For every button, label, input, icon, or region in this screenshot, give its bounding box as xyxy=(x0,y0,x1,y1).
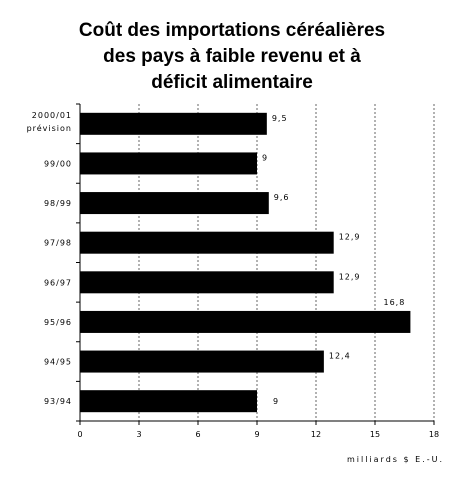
category-label-1: 99/00 xyxy=(44,159,72,168)
x-tick-label-18: 18 xyxy=(429,430,439,439)
category-label-0-line-0: 2000/01 xyxy=(32,111,72,120)
value-label-3: 12,9 xyxy=(339,233,361,242)
x-tick-label-9: 9 xyxy=(254,430,259,439)
chart-title-line-3: déficit alimentaire xyxy=(151,72,313,93)
category-label-4: 96/97 xyxy=(44,278,72,287)
x-axis-unit-label: milliards $ E.-U. xyxy=(347,455,444,464)
bar-0 xyxy=(80,112,267,135)
bar-3 xyxy=(80,231,334,254)
bar-7 xyxy=(80,390,257,413)
x-tick-label-15: 15 xyxy=(370,430,380,439)
value-label-6: 12,4 xyxy=(329,352,351,361)
bar-6 xyxy=(80,350,324,373)
value-label-1: 9 xyxy=(262,153,268,162)
x-tick-label-12: 12 xyxy=(311,430,321,439)
x-tick-label-6: 6 xyxy=(195,430,200,439)
labels: 0 3 6 9 12 15 18 9,5 2000/01 prévision 9 99/00 9,6 98… xyxy=(27,111,440,439)
bar-5 xyxy=(80,310,411,333)
category-label-0-line-1: prévision xyxy=(27,123,72,133)
category-label-3: 97/98 xyxy=(44,239,72,248)
x-tick-label-3: 3 xyxy=(136,430,141,439)
category-label-6: 94/95 xyxy=(44,358,72,367)
category-label-2: 98/99 xyxy=(44,199,72,208)
value-label-0: 9,5 xyxy=(272,114,288,123)
bar-1 xyxy=(80,152,257,175)
chart-title: Coût des importations céréalières des pa… xyxy=(0,18,464,96)
value-label-4: 12,9 xyxy=(339,272,361,281)
axes xyxy=(76,103,435,425)
category-label-7: 93/94 xyxy=(44,397,72,406)
chart-title-line-2: des pays à faible revenu et à xyxy=(103,46,361,67)
bar-2 xyxy=(80,192,269,215)
value-label-5: 16,8 xyxy=(383,298,405,307)
bar-4 xyxy=(80,271,334,294)
x-tick-label-0: 0 xyxy=(77,430,82,439)
value-label-2: 9,6 xyxy=(274,193,290,202)
category-label-5: 95/96 xyxy=(44,318,72,327)
bars xyxy=(80,112,411,413)
value-label-7: 9 xyxy=(273,397,279,406)
chart-title-line-1: Coût des importations céréalières xyxy=(78,20,386,41)
gridlines xyxy=(138,104,435,421)
